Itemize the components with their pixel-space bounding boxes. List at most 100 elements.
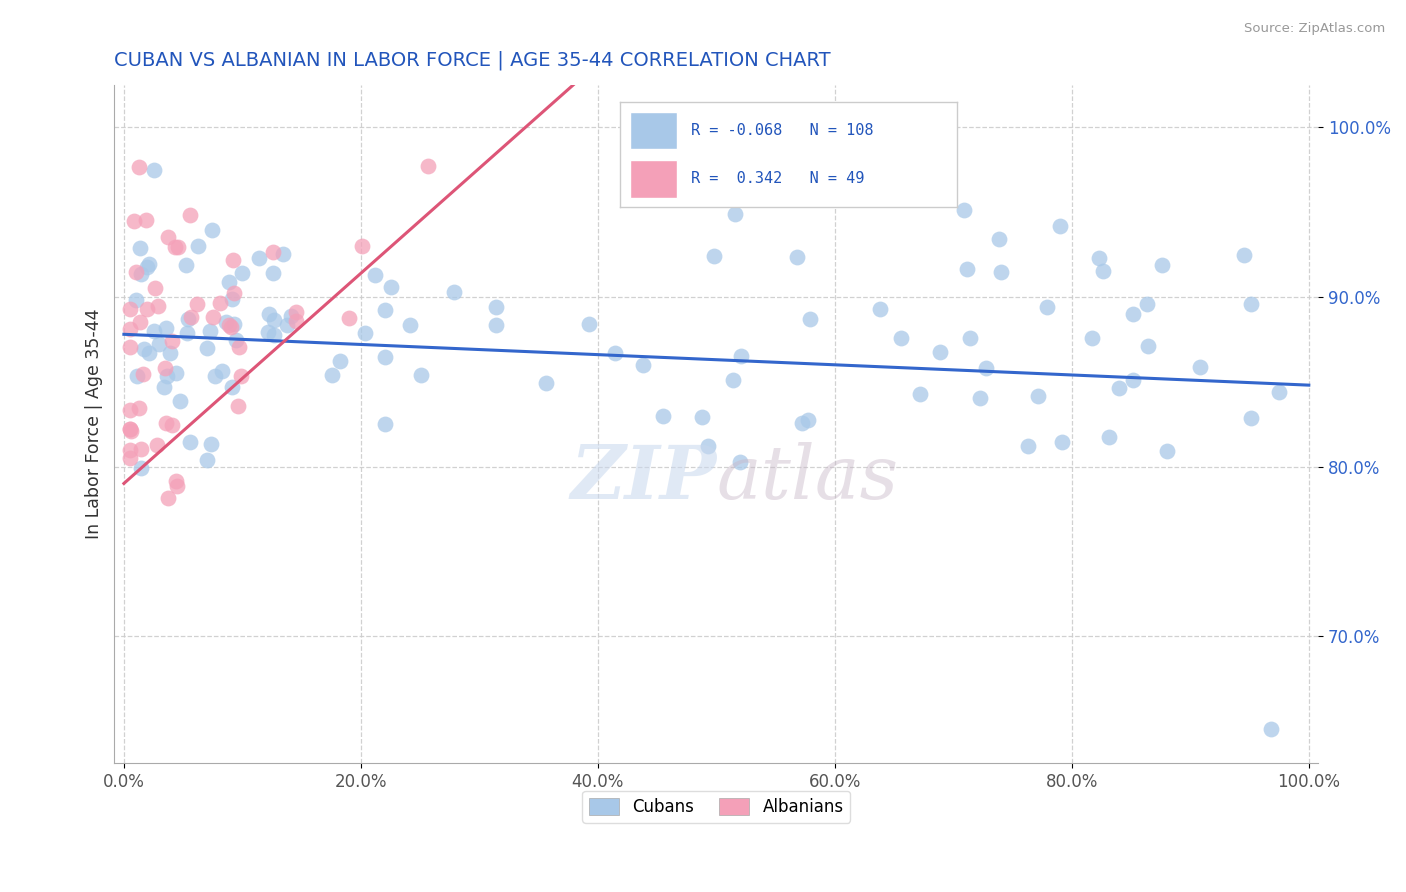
Point [1240,411,1263,425]
Point [723,207,745,221]
Point [1233,248,1256,262]
Point [1087,251,1109,265]
Point [929,344,952,359]
Point [633,358,655,372]
Point [129,268,152,282]
Point [974,360,997,375]
Point [485,318,508,332]
Point [120,302,142,317]
Point [118,322,141,336]
Point [651,409,673,423]
Point [1240,297,1263,311]
Point [1026,389,1049,403]
Point [285,314,308,328]
Point [186,297,208,311]
Point [148,299,170,313]
Text: Source: ZipAtlas.com: Source: ZipAtlas.com [1244,22,1385,36]
Text: ZIP: ZIP [569,442,716,515]
Point [786,250,808,264]
Point [224,286,246,301]
Point [1156,444,1178,458]
Point [703,249,725,263]
Point [131,460,153,475]
Text: atlas: atlas [716,442,898,515]
Point [162,418,184,433]
Point [159,346,181,360]
Point [156,369,179,384]
Point [228,340,250,354]
Point [730,455,752,469]
Point [1122,307,1144,321]
Point [262,245,284,260]
Point [329,354,352,368]
Point [122,213,145,227]
Point [797,413,820,427]
Point [1091,264,1114,278]
Point [1136,297,1159,311]
Point [224,318,246,332]
Point [156,491,179,506]
Point [138,346,160,360]
Point [162,334,184,349]
Point [163,240,186,254]
Point [418,159,440,173]
Point [221,319,243,334]
Point [157,230,180,244]
Point [153,380,176,394]
Point [399,318,422,333]
Point [128,401,150,415]
Point [129,315,152,329]
Point [195,453,218,467]
Point [790,416,813,430]
Point [211,364,233,378]
Point [276,318,298,332]
Point [409,368,432,383]
Point [165,366,187,380]
Point [1260,723,1282,737]
Point [1036,301,1059,315]
Point [990,265,1012,279]
Point [200,436,222,450]
Point [128,161,150,175]
Point [257,326,280,340]
Point [153,361,176,376]
Point [221,292,243,306]
Point [200,324,222,338]
Point [195,341,218,355]
Text: CUBAN VS ALBANIAN IN LABOR FORCE | AGE 35-44 CORRELATION CHART: CUBAN VS ALBANIAN IN LABOR FORCE | AGE 3… [114,51,831,70]
Point [226,399,249,413]
Point [148,337,170,351]
Point [231,266,253,280]
Point [165,474,187,488]
Point [231,369,253,384]
Point [257,308,280,322]
Point [956,261,979,276]
Point [988,232,1011,246]
Point [690,410,713,425]
Point [890,331,912,345]
Point [166,479,188,493]
Point [125,293,148,307]
Point [176,258,198,272]
Point [225,333,247,347]
Point [1017,439,1039,453]
Point [1049,219,1071,234]
Point [263,327,285,342]
Point [1050,435,1073,450]
Point [280,309,302,323]
Point [118,443,141,458]
Point [1188,359,1211,374]
Point [138,256,160,270]
Point [202,310,225,324]
Point [374,417,396,432]
Point [120,424,142,438]
Point [374,350,396,364]
Legend: Cubans, Albanians: Cubans, Albanians [582,791,851,822]
Point [1108,381,1130,395]
Point [135,302,157,317]
Point [959,330,981,344]
Point [263,313,285,327]
Point [218,275,240,289]
Point [155,416,177,430]
Point [143,280,166,294]
